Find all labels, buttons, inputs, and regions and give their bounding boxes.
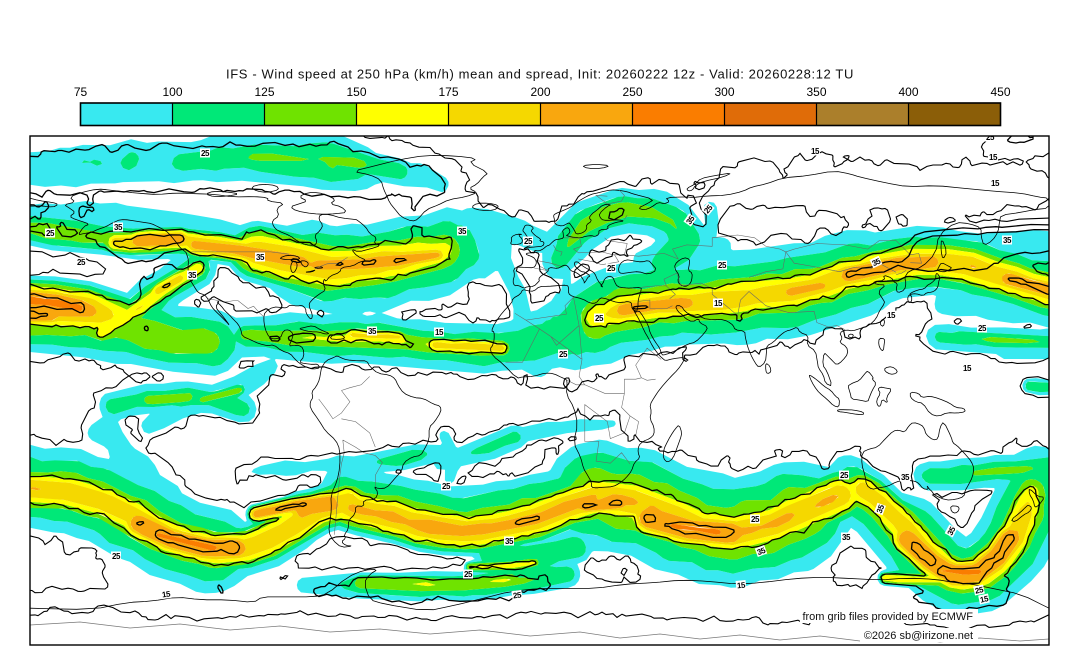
svg-text:350: 350 <box>806 85 826 99</box>
svg-text:25: 25 <box>595 314 604 323</box>
svg-text:35: 35 <box>458 227 467 236</box>
svg-text:25: 25 <box>607 264 616 273</box>
svg-text:175: 175 <box>438 85 458 99</box>
svg-text:25: 25 <box>512 590 522 600</box>
svg-text:25: 25 <box>986 133 995 142</box>
svg-text:15: 15 <box>963 364 972 373</box>
svg-text:450: 450 <box>990 85 1010 99</box>
svg-text:15: 15 <box>737 580 747 590</box>
svg-text:IFS - Wind speed at 250 hPa (k: IFS - Wind speed at 250 hPa (km/h) mean … <box>226 67 854 82</box>
svg-text:15: 15 <box>979 594 990 605</box>
svg-text:15: 15 <box>714 299 723 308</box>
svg-text:35: 35 <box>842 533 851 542</box>
svg-text:25: 25 <box>751 515 760 524</box>
svg-text:25: 25 <box>112 552 121 561</box>
svg-text:300: 300 <box>714 85 734 99</box>
svg-text:75: 75 <box>74 85 88 99</box>
svg-text:25: 25 <box>524 237 533 246</box>
svg-text:15: 15 <box>991 179 1000 188</box>
svg-text:100: 100 <box>162 85 182 99</box>
svg-text:15: 15 <box>887 311 896 320</box>
svg-text:35: 35 <box>901 473 910 482</box>
svg-text:35: 35 <box>1003 236 1012 245</box>
svg-text:200: 200 <box>530 85 550 99</box>
svg-text:25: 25 <box>46 229 55 238</box>
svg-text:150: 150 <box>346 85 366 99</box>
svg-text:25: 25 <box>464 570 473 579</box>
svg-text:©2026 sb@irizone.net: ©2026 sb@irizone.net <box>864 630 973 642</box>
svg-text:25: 25 <box>978 324 987 333</box>
svg-text:25: 25 <box>201 149 210 158</box>
svg-text:35: 35 <box>114 223 123 232</box>
svg-text:25: 25 <box>840 471 849 480</box>
svg-text:35: 35 <box>256 253 265 262</box>
svg-text:15: 15 <box>989 153 998 162</box>
svg-text:35: 35 <box>871 256 883 268</box>
svg-text:25: 25 <box>974 585 985 596</box>
svg-text:35: 35 <box>875 503 887 515</box>
svg-text:35: 35 <box>188 271 197 280</box>
svg-text:35: 35 <box>505 537 514 546</box>
svg-text:400: 400 <box>898 85 918 99</box>
svg-text:15: 15 <box>161 589 171 599</box>
svg-text:25: 25 <box>77 258 86 267</box>
svg-text:from grib files provided by EC: from grib files provided by ECMWF <box>802 611 973 623</box>
svg-text:35: 35 <box>368 327 377 336</box>
svg-text:25: 25 <box>442 482 451 491</box>
svg-text:15: 15 <box>811 147 820 156</box>
svg-text:25: 25 <box>559 350 568 359</box>
svg-text:125: 125 <box>254 85 274 99</box>
svg-text:15: 15 <box>435 328 444 337</box>
svg-text:35: 35 <box>756 546 768 558</box>
svg-text:25: 25 <box>718 261 727 270</box>
svg-text:250: 250 <box>622 85 642 99</box>
